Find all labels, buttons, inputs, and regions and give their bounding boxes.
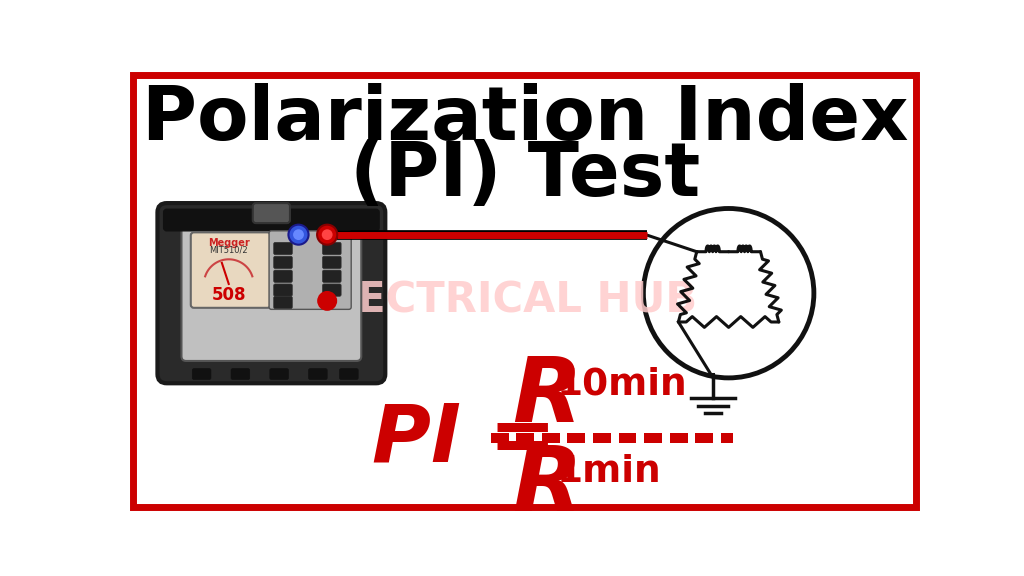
Text: Megger: Megger (208, 238, 250, 248)
Text: PI =: PI = (372, 400, 557, 479)
FancyBboxPatch shape (516, 433, 535, 443)
FancyBboxPatch shape (308, 369, 328, 380)
FancyBboxPatch shape (670, 433, 687, 443)
Text: MIT510/2: MIT510/2 (210, 245, 248, 255)
Text: 1min: 1min (557, 454, 662, 490)
Circle shape (322, 229, 333, 240)
FancyBboxPatch shape (695, 433, 713, 443)
FancyBboxPatch shape (323, 270, 341, 282)
Circle shape (317, 291, 337, 310)
FancyBboxPatch shape (253, 203, 290, 223)
FancyBboxPatch shape (273, 296, 292, 309)
Circle shape (317, 225, 337, 245)
FancyBboxPatch shape (190, 232, 270, 308)
FancyBboxPatch shape (490, 433, 509, 443)
Text: R: R (512, 353, 582, 441)
FancyBboxPatch shape (340, 369, 358, 380)
FancyBboxPatch shape (567, 433, 586, 443)
FancyBboxPatch shape (273, 284, 292, 296)
Circle shape (293, 229, 304, 240)
FancyBboxPatch shape (618, 433, 636, 443)
Text: 10min: 10min (557, 366, 687, 402)
Text: (PI) Test: (PI) Test (349, 139, 700, 212)
Text: R: R (512, 442, 582, 530)
Circle shape (643, 209, 814, 378)
FancyBboxPatch shape (193, 369, 211, 380)
FancyBboxPatch shape (181, 211, 361, 361)
FancyBboxPatch shape (269, 231, 351, 309)
FancyBboxPatch shape (273, 256, 292, 268)
FancyBboxPatch shape (721, 433, 732, 443)
FancyBboxPatch shape (158, 203, 385, 383)
FancyBboxPatch shape (323, 284, 341, 296)
FancyBboxPatch shape (323, 256, 341, 268)
FancyBboxPatch shape (593, 433, 611, 443)
FancyBboxPatch shape (323, 242, 341, 255)
Text: ELECTRICAL HUB: ELECTRICAL HUB (302, 280, 697, 322)
Text: 508: 508 (212, 286, 246, 305)
FancyBboxPatch shape (273, 270, 292, 282)
Circle shape (289, 225, 308, 245)
Text: Polarization Index: Polarization Index (141, 84, 908, 157)
FancyBboxPatch shape (231, 369, 250, 380)
FancyBboxPatch shape (270, 369, 289, 380)
FancyBboxPatch shape (542, 433, 560, 443)
FancyBboxPatch shape (164, 209, 379, 231)
FancyBboxPatch shape (273, 242, 292, 255)
FancyBboxPatch shape (644, 433, 662, 443)
